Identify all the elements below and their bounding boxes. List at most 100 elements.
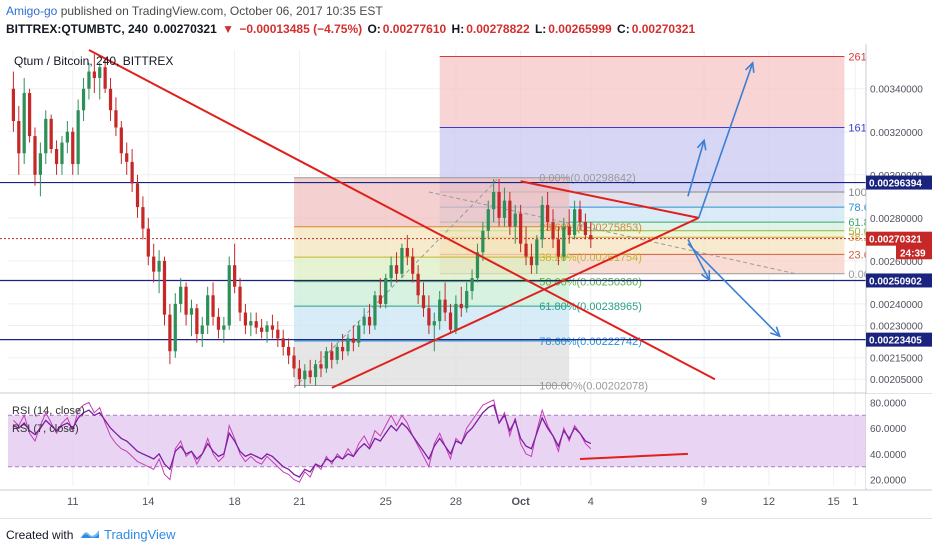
tradingview-brand[interactable]: TradingView [104, 527, 176, 542]
candle-body [17, 121, 21, 154]
candle-body [135, 183, 140, 208]
candle-body [546, 204, 550, 223]
candle-body [540, 204, 544, 240]
candle-body [141, 207, 145, 229]
candle-body [367, 316, 372, 326]
time-tick-label: 21 [293, 496, 305, 508]
candle-body [340, 346, 345, 352]
candle-body [524, 243, 528, 257]
fib-ret-zone [294, 257, 570, 282]
candle-body [335, 346, 339, 360]
candle-body [260, 327, 264, 332]
rsi7-line [13, 399, 592, 483]
price-tick-label: 0.00340000 [870, 85, 923, 96]
candle-body [362, 316, 366, 326]
candle-body [529, 256, 534, 266]
candle-body [308, 370, 312, 378]
price-badge-bg [896, 245, 932, 260]
candle-body [276, 329, 280, 339]
price-tick-label: 0.00215000 [870, 354, 923, 365]
rsi-band [8, 415, 866, 467]
candle-body [162, 260, 167, 315]
price-badge: 0.00270321 [869, 235, 922, 246]
candle-body [200, 325, 204, 335]
candle-body [465, 291, 469, 309]
candle-body [92, 71, 96, 78]
time-axis[interactable]: 11 14 18 21 25 28 Oct 4 9 12 15 1 [0, 489, 932, 508]
rsi-axis: 80.0000 60.0000 40.0000 20.0000 [866, 394, 932, 488]
time-tick-label: 18 [229, 496, 241, 508]
fib-ret-label: 78.60%(0.00222742) [539, 336, 642, 348]
candle-body [438, 299, 442, 322]
candle-body [373, 295, 377, 326]
time-tick-label: 12 [763, 496, 775, 508]
candle-body [416, 273, 420, 296]
price-badge-bg [866, 332, 932, 347]
candle-body [432, 321, 436, 326]
fib-ext-zone [439, 56, 845, 128]
projection-arrows [687, 61, 781, 338]
time-tick-label: Oct [511, 496, 530, 508]
candle-body [286, 346, 291, 356]
price-badge: 0.00250902 [869, 276, 922, 287]
fib-ret-zone [294, 306, 570, 342]
rsi-divergence-line [579, 452, 688, 460]
author-link[interactable]: Amigo-go [6, 4, 58, 18]
candle-body [405, 247, 409, 257]
chart-header: Amigo-go published on TradingView.com, O… [0, 0, 932, 44]
candle-body [179, 286, 183, 304]
candle-body [292, 355, 296, 369]
candle-body [551, 222, 555, 240]
trendline [520, 180, 699, 219]
candle-body [384, 278, 388, 304]
chart-legend-title: Qtum / Bitcoin, 240, BITTREX [14, 54, 173, 68]
fib-ret-label: 61.80%(0.00238965) [539, 301, 642, 313]
footer: Created with TradingView [0, 518, 932, 551]
candle-body [22, 93, 26, 154]
price-chart[interactable]: 261.80%161.80%100.00%78.60%61.80%50.00%3… [0, 44, 932, 518]
candle-body [222, 325, 226, 330]
candle-body [562, 226, 566, 257]
ohlc-line: BITTREX:QTUMBTC, 240 0.00270321 ▼ −0.000… [6, 22, 697, 36]
candle-body [189, 308, 194, 315]
candle-body [400, 247, 404, 274]
candle-body [448, 312, 453, 330]
candle-body [389, 265, 393, 279]
fib-ext-zone [439, 230, 845, 238]
rsi-panel [8, 399, 866, 483]
candle-body [130, 161, 134, 184]
candles [11, 54, 593, 388]
created-with-text: Created with [6, 528, 74, 542]
candle-body [216, 316, 221, 330]
fib-ext-zone [439, 222, 845, 231]
candle-body [492, 192, 496, 210]
candle-body [11, 88, 16, 122]
candle-body [502, 200, 507, 218]
candle-body [146, 228, 150, 257]
price-tick-label: 0.00260000 [870, 257, 923, 268]
candle-body [351, 338, 355, 343]
rsi-tick-label: 20.0000 [870, 476, 907, 487]
candle-body [152, 256, 156, 272]
candle-body [589, 235, 593, 240]
publish-line: Amigo-go published on TradingView.com, O… [6, 4, 383, 18]
candle-body [81, 88, 86, 111]
candle-body [394, 265, 399, 274]
low-label: L: [534, 22, 547, 36]
rsi-tick-label: 40.0000 [870, 450, 907, 461]
candle-body [378, 295, 382, 304]
close-label: C: [617, 22, 630, 36]
time-tick-label: 15 [827, 496, 839, 508]
candle-body [427, 308, 431, 326]
candle-body [454, 303, 458, 330]
horizontal-levels [0, 181, 866, 341]
candle-body [265, 325, 269, 332]
fib-ret-label: 38.20%(0.00261754) [539, 252, 642, 264]
price-badge-bg [866, 175, 932, 190]
rsi-tick-label: 80.0000 [870, 398, 907, 409]
arrow-shaft [697, 62, 754, 219]
candle-body [27, 93, 32, 137]
fib-ret-zone [294, 341, 570, 386]
candle-body [76, 110, 80, 165]
price-axis[interactable]: 0.003400000.003200000.003000000.00280000… [865, 44, 932, 490]
